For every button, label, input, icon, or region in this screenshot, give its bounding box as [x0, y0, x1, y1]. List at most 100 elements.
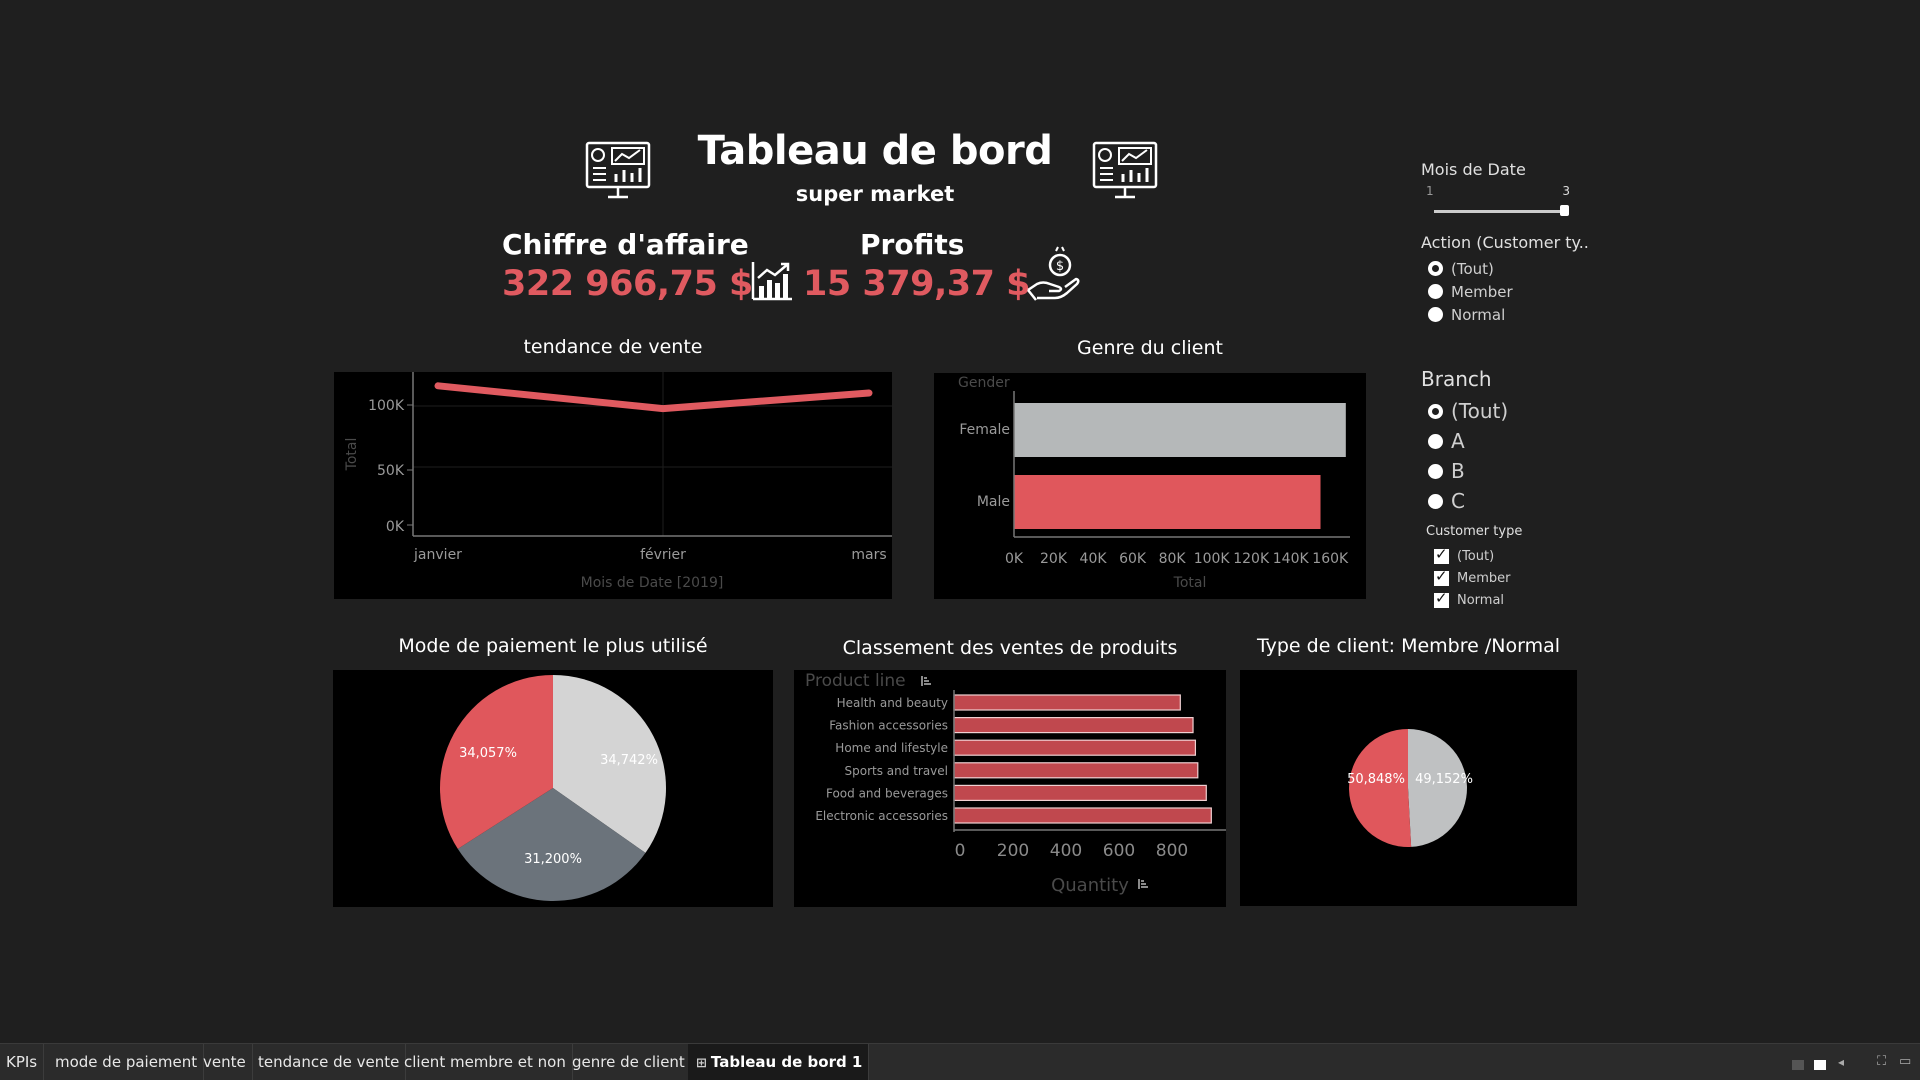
checkbox-checked-icon	[1434, 567, 1449, 586]
tab-tableau-de-bord-1[interactable]: ⊞ Tableau de bord 1	[688, 1044, 870, 1080]
product-category-label: Electronic accessories	[815, 809, 948, 823]
trend-xtick: mars	[851, 547, 886, 563]
gender-chart-title: Genre du client	[1077, 337, 1223, 359]
gender-xtick: 160K	[1312, 551, 1349, 567]
product-chart-panel: Product line Health and beauty Fashion ac…	[794, 670, 1226, 907]
customer-type-pie-slice-label: 49,152%	[1415, 772, 1473, 787]
tab-vente[interactable]: vente	[197, 1044, 253, 1080]
fullscreen-icon[interactable]: ⛶	[1877, 1054, 1887, 1069]
gender-xtick: 120K	[1233, 551, 1270, 567]
page-subtitle: super market	[795, 182, 955, 206]
sheet-sorter-icon[interactable]	[1792, 1060, 1804, 1070]
prev-sheet-icon[interactable]: ◂	[1838, 1055, 1845, 1069]
gender-xtick: 40K	[1080, 551, 1108, 567]
branch-option[interactable]: B	[1428, 456, 1508, 486]
action-filter-title: Action (Customer ty..	[1421, 233, 1589, 252]
branch-option-label: (Tout)	[1451, 399, 1509, 423]
gender-xtick: 60K	[1119, 551, 1147, 567]
tab-tendance-de-vente[interactable]: tendance de vente	[252, 1044, 407, 1080]
product-xtick: 800	[1156, 841, 1188, 861]
customer-type-pie-slice[interactable]	[1349, 729, 1412, 847]
month-slider-track	[1434, 210, 1568, 213]
page-title: Tableau de bord	[697, 128, 1053, 174]
payment-pie-slice-label: 31,200%	[524, 852, 582, 867]
sort-icon[interactable]	[1138, 879, 1148, 889]
product-chart: Product line Health and beauty Fashion ac…	[805, 671, 1226, 896]
gender-xlabel: Total	[1173, 575, 1207, 591]
product-bar[interactable]	[953, 739, 1197, 756]
tab-kpis[interactable]: KPIs	[0, 1044, 45, 1080]
trend-ytick: 100K	[368, 398, 405, 414]
sort-icon[interactable]	[921, 676, 931, 686]
action-filter-options: (Tout) Member Normal	[1428, 257, 1513, 326]
product-bar[interactable]	[953, 716, 1194, 734]
product-bar[interactable]	[953, 762, 1199, 779]
product-xlabel: Quantity	[1051, 875, 1129, 896]
branch-option[interactable]: A	[1428, 426, 1508, 456]
tab-mode-de-paiement[interactable]: mode de paiement	[49, 1044, 205, 1080]
radio-selected-icon	[1428, 261, 1443, 276]
customer-type-option[interactable]: Normal	[1434, 589, 1510, 611]
gender-bar[interactable]	[1014, 475, 1321, 529]
action-option[interactable]: Member	[1428, 280, 1513, 303]
radio-selected-icon	[1428, 403, 1443, 419]
branch-option[interactable]: (Tout)	[1428, 396, 1508, 426]
customer-type-pie-slice[interactable]	[1408, 729, 1468, 847]
tab-client-membre-et-non[interactable]: client membre et non	[398, 1044, 573, 1080]
money-hand-icon: $	[1027, 246, 1080, 301]
filmstrip-icon[interactable]	[1814, 1060, 1826, 1070]
gender-chart-panel: Gender Female Male 0K 20K 40K 60K 80K 100K 120…	[934, 373, 1366, 599]
profit-value: 15 379,37 $	[803, 264, 1031, 304]
branch-filter-title: Branch	[1421, 367, 1492, 391]
gender-bar[interactable]	[1014, 403, 1346, 457]
product-bar[interactable]	[953, 694, 1181, 711]
tab-label: Tableau de bord 1	[710, 1053, 863, 1071]
svg-text:$: $	[1056, 259, 1064, 274]
action-option[interactable]: Normal	[1428, 303, 1513, 326]
trend-ylabel: Total	[344, 438, 360, 472]
trend-xtick: janvier	[413, 547, 462, 563]
customer-type-chart-panel: 49,152% 50,848%	[1240, 670, 1577, 906]
product-header: Product line	[805, 671, 906, 691]
gender-xtick: 140K	[1273, 551, 1310, 567]
customer-type-option[interactable]: Member	[1434, 567, 1510, 589]
dashboard-monitor-icon	[585, 141, 651, 199]
product-category-label: Food and beverages	[826, 786, 948, 800]
customer-type-filter-options: (Tout) Member Normal	[1434, 545, 1510, 611]
presentation-mode-icon[interactable]: ▭	[1899, 1054, 1912, 1069]
branch-filter-options: (Tout) A B C	[1428, 396, 1508, 516]
gender-chart: Gender Female Male 0K 20K 40K 60K 80K 100K 120…	[958, 375, 1350, 591]
branch-option-label: A	[1451, 429, 1465, 453]
gender-xtick: 20K	[1040, 551, 1068, 567]
gender-header: Gender	[958, 375, 1010, 391]
tab-genre-de-client[interactable]: genre de client	[566, 1044, 692, 1080]
growth-chart-icon	[751, 262, 792, 301]
month-slider-handle[interactable]	[1560, 205, 1569, 216]
customer-type-option-label: (Tout)	[1457, 548, 1495, 564]
product-xtick: 600	[1103, 841, 1135, 861]
customer-type-option[interactable]: (Tout)	[1434, 545, 1510, 567]
action-option[interactable]: (Tout)	[1428, 257, 1513, 280]
payment-chart-title: Mode de paiement le plus utilisé	[398, 635, 708, 657]
month-slider[interactable]: 1 3	[1426, 184, 1570, 216]
trend-xlabel: Mois de Date [2019]	[581, 575, 724, 591]
product-category-label: Health and beauty	[837, 696, 948, 710]
profit-label: Profits	[860, 228, 965, 261]
customer-type-filter-title: Customer type	[1426, 524, 1523, 539]
payment-pie-slice[interactable]	[440, 675, 553, 849]
gender-category-label: Female	[959, 422, 1010, 438]
payment-chart-panel: 34,742% 31,200% 34,057%	[333, 670, 773, 907]
product-xtick: 200	[997, 841, 1029, 861]
product-bar[interactable]	[953, 784, 1207, 802]
branch-option-label: B	[1451, 459, 1465, 483]
customer-type-pie-chart: 49,152% 50,848%	[1347, 729, 1473, 847]
radio-icon	[1428, 463, 1443, 479]
action-option-label: (Tout)	[1451, 259, 1494, 278]
action-option-label: Member	[1451, 282, 1513, 301]
branch-option[interactable]: C	[1428, 486, 1508, 516]
payment-pie-slice[interactable]	[553, 675, 666, 853]
month-filter-title: Mois de Date	[1421, 160, 1526, 179]
product-bar[interactable]	[953, 807, 1212, 824]
radio-icon	[1428, 493, 1443, 509]
payment-pie-slice[interactable]	[457, 788, 646, 901]
